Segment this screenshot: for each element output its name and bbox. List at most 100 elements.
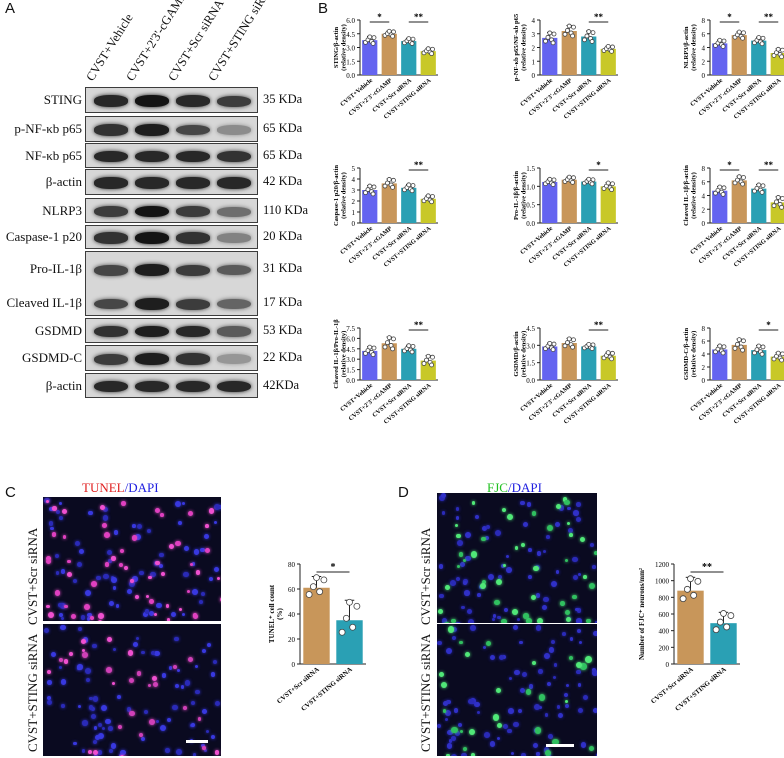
cell-marker [91,580,97,587]
data-point [550,347,556,353]
cell-marker [90,706,96,711]
cell-marker [455,524,459,528]
blot-band [94,95,128,107]
blot-band [94,380,128,393]
cell-marker [492,714,500,721]
bar [677,590,704,664]
cell-marker [58,602,64,608]
cell-marker [47,611,54,618]
data-point [589,181,595,187]
cell-marker [168,665,173,670]
data-point [547,340,553,346]
cell-marker [123,566,128,571]
y-tick-label: 0.0 [346,72,355,80]
cell-marker [103,506,109,512]
cell-marker [448,739,453,743]
blot-band [94,124,128,136]
cell-marker [105,666,112,673]
data-point [421,361,427,366]
y-tick-label: 6.0 [346,335,355,343]
blot-band [94,325,128,338]
cell-marker [84,668,91,674]
data-point [717,37,723,43]
cell-marker [450,754,457,756]
data-point [349,623,357,631]
data-point [386,177,392,182]
cell-marker [578,708,584,714]
cell-marker [555,503,561,509]
data-point [775,195,781,200]
cell-marker [567,506,571,511]
cell-marker [92,749,98,755]
data-point [740,35,745,41]
cell-marker [578,640,583,645]
cell-marker [94,754,99,756]
blot-strip [85,318,258,343]
cell-marker [127,589,133,595]
cell-marker [590,543,594,547]
cell-marker [73,742,77,746]
cell-marker [438,609,444,615]
cell-marker [46,699,53,706]
cell-marker [586,618,591,623]
y-tick-label: 3 [352,187,356,195]
cell-marker [68,651,74,657]
cell-marker [508,677,512,681]
cell-marker [477,711,480,715]
cell-marker [592,670,597,676]
significance-label: ** [414,320,424,330]
significance-label: ** [764,12,774,22]
data-point [570,179,575,185]
cell-marker [490,654,496,660]
cell-marker [152,681,159,687]
cell-marker [588,583,596,590]
cell-marker [43,628,49,634]
cell-marker [180,685,185,689]
blot-band [217,326,251,337]
blot-row-label: Caspase-1 p20 [5,229,82,244]
y-tick-label: 6 [702,179,706,187]
cell-marker [117,725,122,730]
data-point [756,35,762,40]
bar-chart: 0 1 2 3 4 p-NF-κb p65/NF-κb p65(relative dens… [513,12,618,121]
cell-marker [187,590,191,594]
cell-marker [511,609,518,616]
y-tick-label: 1 [532,58,536,66]
bar [731,344,747,380]
cell-marker [109,600,115,607]
cell-marker [87,612,92,617]
significance-label: ** [414,160,424,170]
data-point [683,585,691,593]
data-point [551,31,557,37]
data-point [391,336,396,342]
cell-marker [531,511,537,516]
cell-marker [496,687,502,693]
cell-marker [214,503,221,510]
cell-marker [204,547,210,554]
cell-marker [437,724,442,729]
data-point [720,192,726,197]
cell-marker [61,704,65,708]
cell-marker [66,571,72,577]
bar [362,190,378,223]
d-bottom-label: CVST+STING siRNA [418,633,433,752]
data-point [309,583,317,591]
cell-marker [206,730,210,734]
cell-marker [525,689,532,696]
data-point [589,39,595,44]
panel-label-a: A [5,0,16,17]
blot-kda-label: 35 KDa [263,92,303,106]
cell-marker [457,722,462,727]
blot-band [217,95,251,107]
cell-marker [111,577,117,583]
blot-row-label: β-actin [45,377,82,393]
y-tick-label: 0.5 [526,202,535,210]
cell-marker [45,558,52,564]
blot-kda-label: 22 KDa [263,350,303,364]
cell-marker [80,615,86,621]
bar [401,41,417,75]
y-tick-label: 5 [352,165,356,173]
data-point [571,337,576,343]
cell-marker [150,650,155,655]
blot-band [135,264,169,276]
